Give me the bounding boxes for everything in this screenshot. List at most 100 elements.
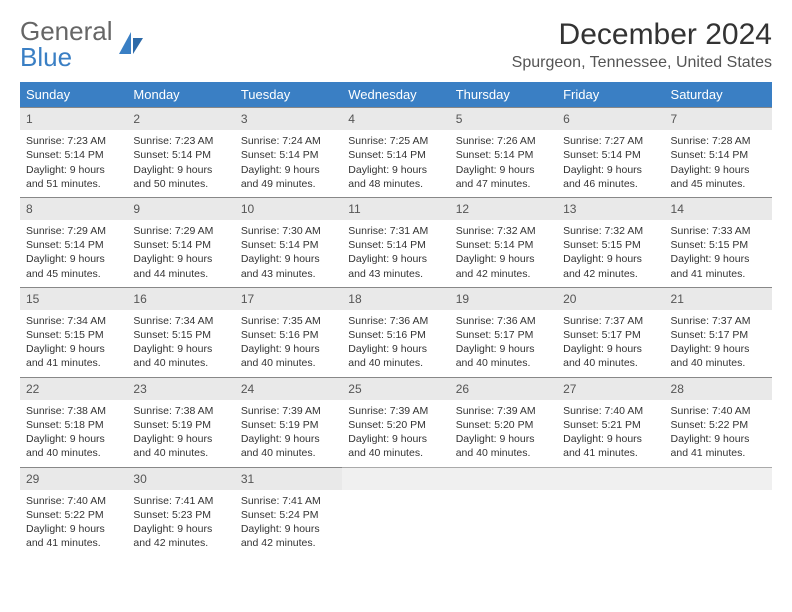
day-line: Sunset: 5:23 PM bbox=[133, 508, 228, 522]
day-details: Sunrise: 7:34 AMSunset: 5:15 PMDaylight:… bbox=[127, 310, 234, 377]
day-number: 19 bbox=[450, 287, 557, 310]
calendar-cell: 15Sunrise: 7:34 AMSunset: 5:15 PMDayligh… bbox=[20, 287, 127, 377]
day-line: and 40 minutes. bbox=[456, 356, 551, 370]
day-line: and 42 minutes. bbox=[133, 536, 228, 550]
day-number: 16 bbox=[127, 287, 234, 310]
day-line: Sunrise: 7:28 AM bbox=[671, 134, 766, 148]
calendar-cell: 23Sunrise: 7:38 AMSunset: 5:19 PMDayligh… bbox=[127, 377, 234, 467]
calendar-cell: 21Sunrise: 7:37 AMSunset: 5:17 PMDayligh… bbox=[665, 287, 772, 377]
day-line: Sunset: 5:14 PM bbox=[241, 148, 336, 162]
day-header: Saturday bbox=[665, 82, 772, 107]
calendar-cell: 13Sunrise: 7:32 AMSunset: 5:15 PMDayligh… bbox=[557, 197, 664, 287]
calendar-cell: 29Sunrise: 7:40 AMSunset: 5:22 PMDayligh… bbox=[20, 467, 127, 557]
day-number: 15 bbox=[20, 287, 127, 310]
day-line: Sunset: 5:15 PM bbox=[671, 238, 766, 252]
calendar-row: 29Sunrise: 7:40 AMSunset: 5:22 PMDayligh… bbox=[20, 467, 772, 557]
day-line: Daylight: 9 hours bbox=[563, 342, 658, 356]
day-line: Daylight: 9 hours bbox=[563, 432, 658, 446]
day-line: Daylight: 9 hours bbox=[563, 163, 658, 177]
day-line: Daylight: 9 hours bbox=[26, 252, 121, 266]
day-line: and 43 minutes. bbox=[241, 267, 336, 281]
day-line: and 45 minutes. bbox=[26, 267, 121, 281]
day-line: Sunrise: 7:40 AM bbox=[26, 494, 121, 508]
day-line: Sunrise: 7:39 AM bbox=[241, 404, 336, 418]
calendar-cell: 2Sunrise: 7:23 AMSunset: 5:14 PMDaylight… bbox=[127, 107, 234, 197]
day-line: and 40 minutes. bbox=[671, 356, 766, 370]
day-details: Sunrise: 7:29 AMSunset: 5:14 PMDaylight:… bbox=[127, 220, 234, 287]
day-number: 1 bbox=[20, 107, 127, 130]
day-line: Sunrise: 7:38 AM bbox=[26, 404, 121, 418]
calendar-cell: 11Sunrise: 7:31 AMSunset: 5:14 PMDayligh… bbox=[342, 197, 449, 287]
day-line: Sunrise: 7:23 AM bbox=[26, 134, 121, 148]
calendar-cell: 7Sunrise: 7:28 AMSunset: 5:14 PMDaylight… bbox=[665, 107, 772, 197]
day-line: Sunset: 5:14 PM bbox=[563, 148, 658, 162]
day-number: 24 bbox=[235, 377, 342, 400]
day-number: 11 bbox=[342, 197, 449, 220]
day-line: Sunset: 5:18 PM bbox=[26, 418, 121, 432]
day-line: Sunset: 5:21 PM bbox=[563, 418, 658, 432]
day-line: Sunset: 5:17 PM bbox=[456, 328, 551, 342]
day-line: Sunset: 5:15 PM bbox=[26, 328, 121, 342]
day-line: Sunset: 5:14 PM bbox=[456, 238, 551, 252]
day-number: 7 bbox=[665, 107, 772, 130]
day-number: 6 bbox=[557, 107, 664, 130]
day-line: Daylight: 9 hours bbox=[241, 252, 336, 266]
day-number: 26 bbox=[450, 377, 557, 400]
calendar-cell: 20Sunrise: 7:37 AMSunset: 5:17 PMDayligh… bbox=[557, 287, 664, 377]
day-details: Sunrise: 7:40 AMSunset: 5:22 PMDaylight:… bbox=[20, 490, 127, 557]
day-number: 22 bbox=[20, 377, 127, 400]
calendar-cell: 4Sunrise: 7:25 AMSunset: 5:14 PMDaylight… bbox=[342, 107, 449, 197]
day-line: and 48 minutes. bbox=[348, 177, 443, 191]
day-details: Sunrise: 7:33 AMSunset: 5:15 PMDaylight:… bbox=[665, 220, 772, 287]
day-line: and 41 minutes. bbox=[671, 446, 766, 460]
day-line: Sunrise: 7:35 AM bbox=[241, 314, 336, 328]
day-line: Sunrise: 7:25 AM bbox=[348, 134, 443, 148]
day-line: Sunset: 5:14 PM bbox=[26, 238, 121, 252]
calendar-cell: 24Sunrise: 7:39 AMSunset: 5:19 PMDayligh… bbox=[235, 377, 342, 467]
day-number bbox=[342, 467, 449, 490]
day-line: and 40 minutes. bbox=[26, 446, 121, 460]
day-number: 18 bbox=[342, 287, 449, 310]
day-line: Sunrise: 7:39 AM bbox=[456, 404, 551, 418]
day-line: Sunrise: 7:38 AM bbox=[133, 404, 228, 418]
day-line: and 40 minutes. bbox=[563, 356, 658, 370]
day-line: Sunset: 5:15 PM bbox=[133, 328, 228, 342]
day-line: Sunrise: 7:32 AM bbox=[563, 224, 658, 238]
day-line: Sunset: 5:24 PM bbox=[241, 508, 336, 522]
day-number: 9 bbox=[127, 197, 234, 220]
day-line: Sunrise: 7:37 AM bbox=[563, 314, 658, 328]
day-line: Sunrise: 7:32 AM bbox=[456, 224, 551, 238]
day-line: and 40 minutes. bbox=[456, 446, 551, 460]
day-number: 10 bbox=[235, 197, 342, 220]
calendar-cell bbox=[665, 467, 772, 557]
day-number bbox=[450, 467, 557, 490]
day-line: Sunrise: 7:26 AM bbox=[456, 134, 551, 148]
day-details: Sunrise: 7:36 AMSunset: 5:16 PMDaylight:… bbox=[342, 310, 449, 377]
day-number: 12 bbox=[450, 197, 557, 220]
location: Spurgeon, Tennessee, United States bbox=[512, 54, 772, 72]
day-number: 14 bbox=[665, 197, 772, 220]
day-details: Sunrise: 7:32 AMSunset: 5:14 PMDaylight:… bbox=[450, 220, 557, 287]
day-line: Sunset: 5:15 PM bbox=[563, 238, 658, 252]
day-details: Sunrise: 7:28 AMSunset: 5:14 PMDaylight:… bbox=[665, 130, 772, 197]
day-number bbox=[557, 467, 664, 490]
day-line: and 47 minutes. bbox=[456, 177, 551, 191]
day-details: Sunrise: 7:36 AMSunset: 5:17 PMDaylight:… bbox=[450, 310, 557, 377]
day-line: Daylight: 9 hours bbox=[26, 432, 121, 446]
calendar-row: 1Sunrise: 7:23 AMSunset: 5:14 PMDaylight… bbox=[20, 107, 772, 197]
title-block: December 2024 Spurgeon, Tennessee, Unite… bbox=[512, 18, 772, 72]
day-line: Sunrise: 7:24 AM bbox=[241, 134, 336, 148]
day-line: Sunset: 5:22 PM bbox=[671, 418, 766, 432]
calendar-row: 15Sunrise: 7:34 AMSunset: 5:15 PMDayligh… bbox=[20, 287, 772, 377]
day-line: Sunset: 5:16 PM bbox=[348, 328, 443, 342]
day-line: Daylight: 9 hours bbox=[133, 252, 228, 266]
day-line: and 45 minutes. bbox=[671, 177, 766, 191]
logo-text-2: Blue bbox=[20, 42, 72, 72]
calendar-cell: 27Sunrise: 7:40 AMSunset: 5:21 PMDayligh… bbox=[557, 377, 664, 467]
day-line: and 49 minutes. bbox=[241, 177, 336, 191]
day-line: and 42 minutes. bbox=[241, 536, 336, 550]
day-line: and 40 minutes. bbox=[348, 446, 443, 460]
day-details: Sunrise: 7:29 AMSunset: 5:14 PMDaylight:… bbox=[20, 220, 127, 287]
day-line: Daylight: 9 hours bbox=[241, 522, 336, 536]
day-line: Sunset: 5:14 PM bbox=[26, 148, 121, 162]
